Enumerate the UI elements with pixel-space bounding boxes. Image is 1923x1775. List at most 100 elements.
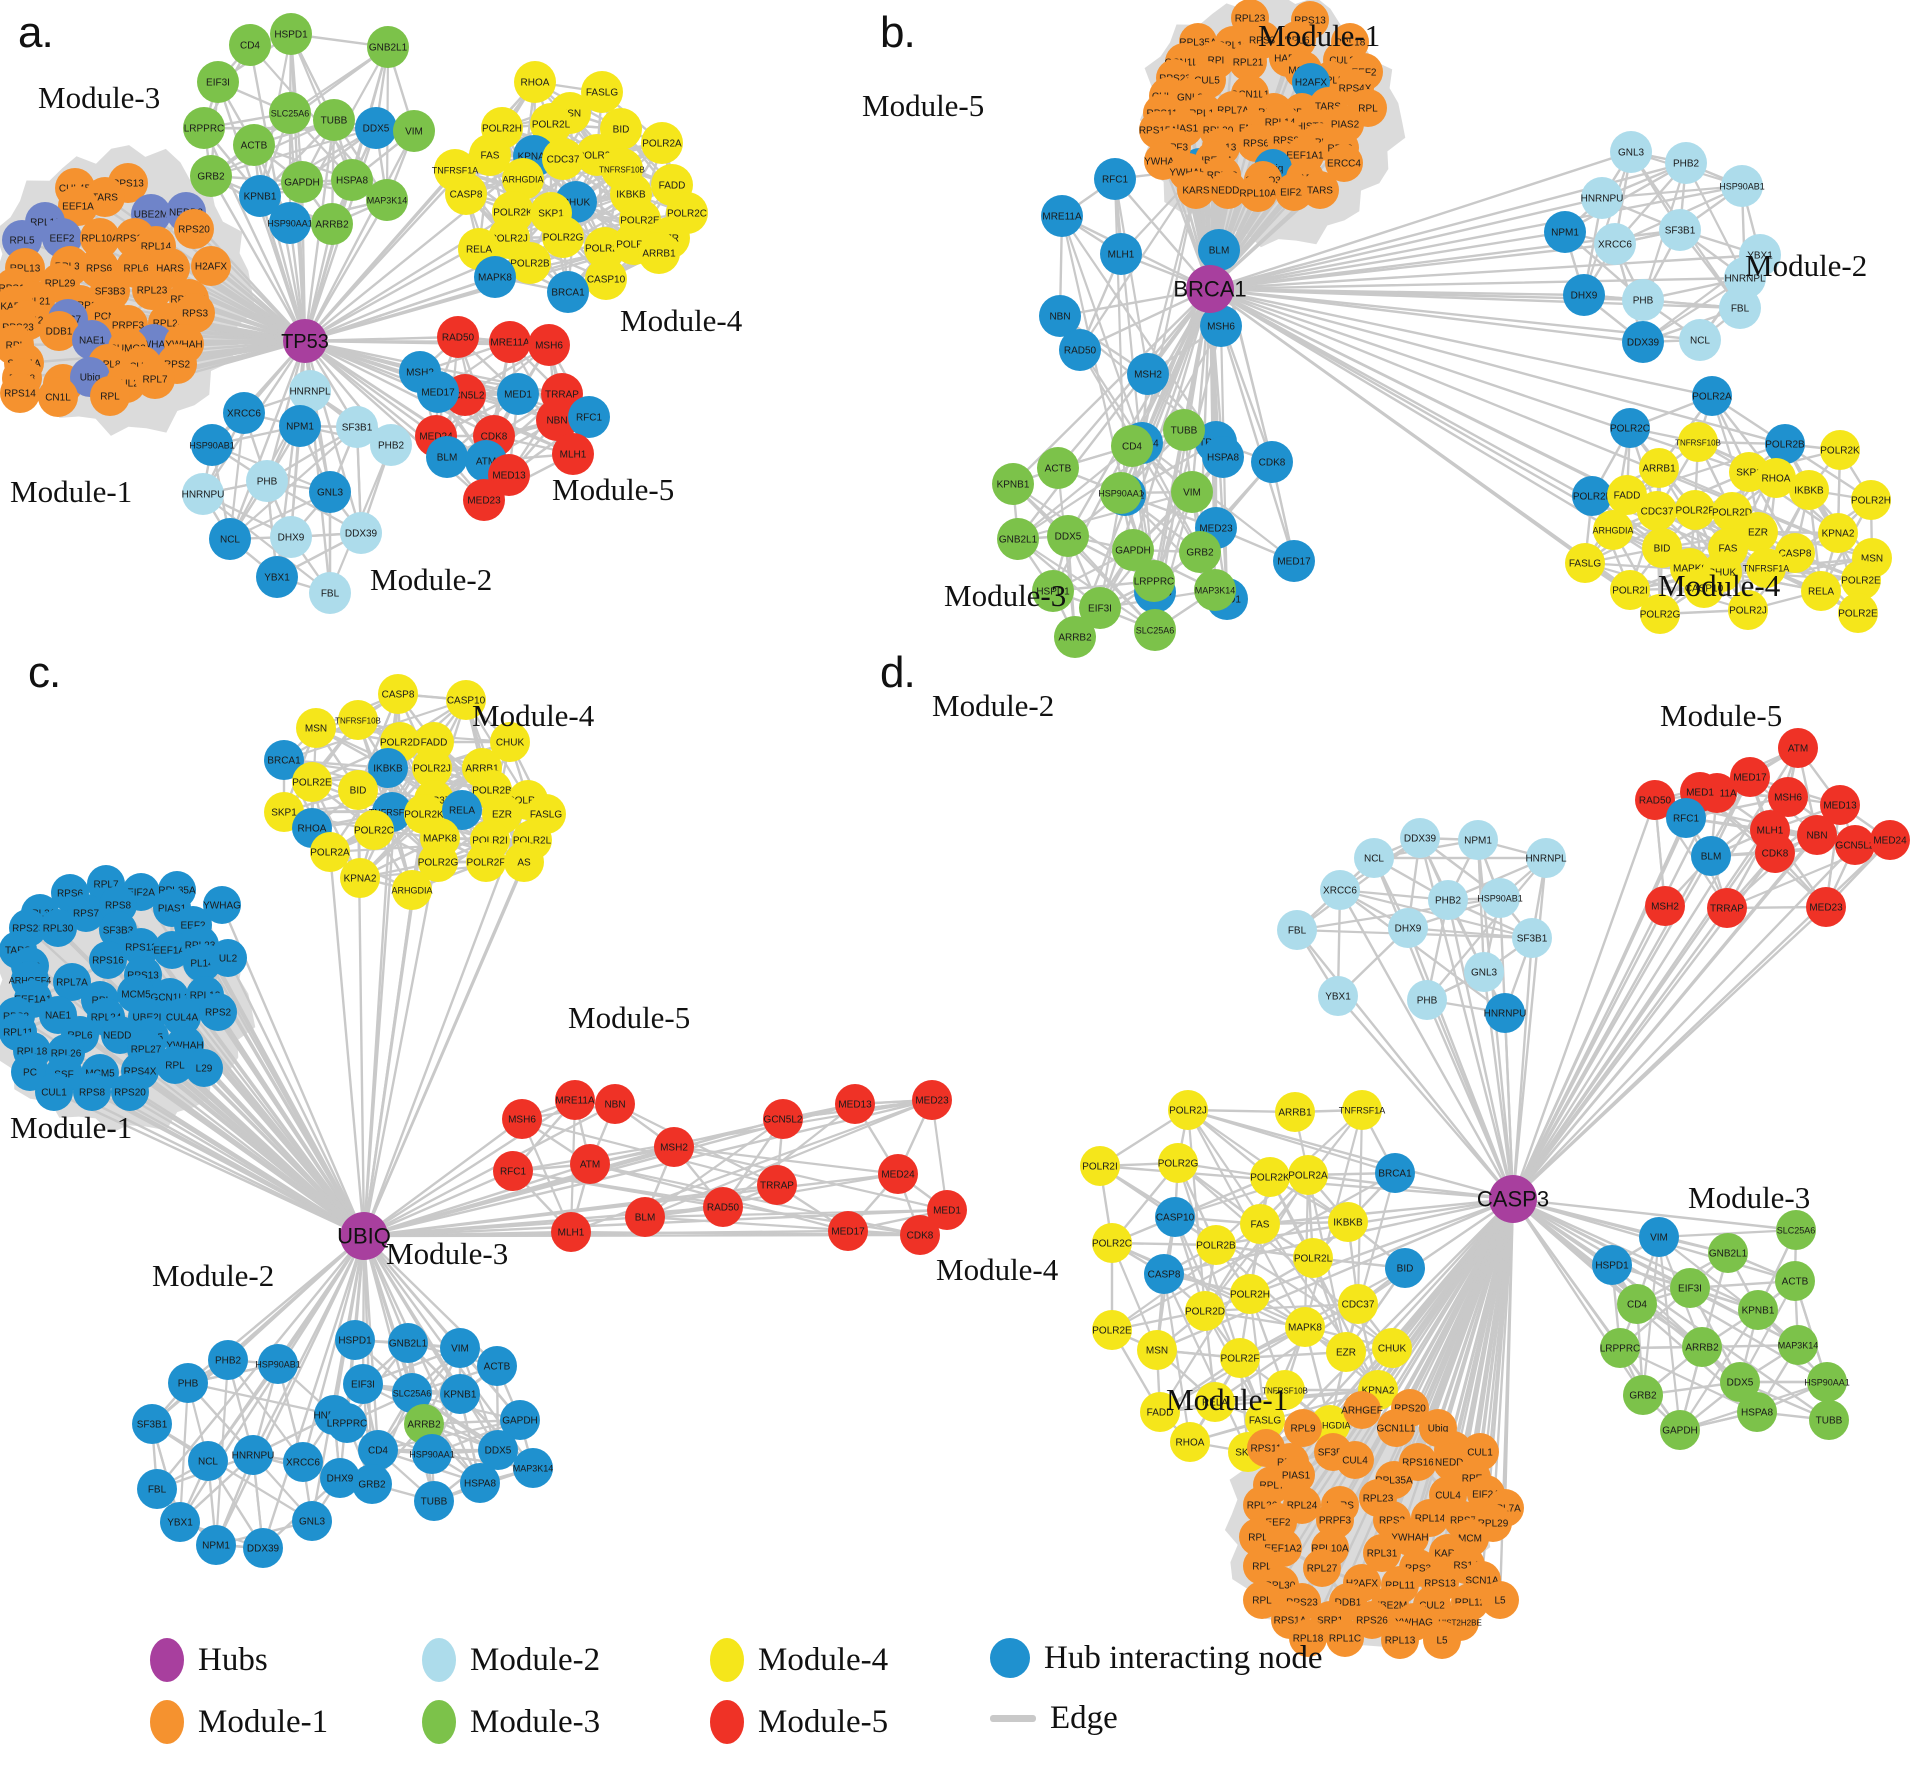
network-node[interactable]: NBN [1039, 295, 1081, 337]
network-node[interactable]: BRCA1 [1375, 1153, 1415, 1193]
network-node[interactable]: POLR2A [641, 122, 683, 164]
network-node[interactable]: RPL23 [132, 270, 172, 310]
network-node[interactable]: PHB [168, 1363, 208, 1403]
network-node[interactable]: SLC25A6 [269, 92, 311, 134]
network-node[interactable]: POLR2C [1610, 408, 1650, 448]
network-node[interactable]: MAP3K14 [1778, 1325, 1819, 1365]
network-node[interactable]: KPNB1 [992, 463, 1034, 505]
network-node[interactable]: CHUK [1372, 1328, 1412, 1368]
network-node[interactable]: GNB2L1 [997, 518, 1039, 560]
network-node[interactable]: SLC25A6 [1134, 609, 1176, 651]
network-node[interactable]: ACTB [477, 1346, 517, 1386]
network-node[interactable]: NCL [209, 518, 251, 560]
network-node[interactable]: POLR2B [1765, 424, 1805, 464]
network-node[interactable]: L5 [1481, 1581, 1519, 1619]
network-node[interactable]: FAS [469, 134, 511, 176]
network-node[interactable]: MED13 [835, 1084, 875, 1124]
network-node[interactable]: YBX1 [256, 556, 298, 598]
network-node[interactable]: LRPPRC [1133, 560, 1175, 602]
network-node[interactable]: XRCC6 [1594, 223, 1636, 265]
network-node[interactable]: FBL [1277, 910, 1317, 950]
network-node[interactable]: GRB2 [1179, 531, 1221, 573]
network-node[interactable]: NPM1 [1544, 211, 1586, 253]
network-node[interactable]: HSPD1 [270, 13, 312, 55]
network-node[interactable]: SF3B1 [132, 1404, 172, 1444]
network-node[interactable]: NCL [1354, 838, 1394, 878]
network-node[interactable]: POLR2D [1185, 1291, 1225, 1331]
network-node[interactable]: GNB2L1 [1708, 1233, 1748, 1273]
hub-node-brca1[interactable]: BRCA1 [1173, 265, 1247, 313]
network-node[interactable]: YBX1 [160, 1502, 200, 1542]
network-node[interactable]: GCN5L2 [1835, 825, 1875, 865]
network-node[interactable]: BLM [625, 1197, 665, 1237]
network-node[interactable]: H2AFX [191, 246, 231, 286]
network-node[interactable]: VIM [1171, 471, 1213, 513]
network-node[interactable]: MED17 [828, 1211, 868, 1251]
network-node[interactable]: HSPA8 [1737, 1392, 1777, 1432]
network-node[interactable]: ATM [570, 1144, 610, 1184]
network-node[interactable]: VIM [1639, 1217, 1679, 1257]
network-node[interactable]: POLR2L [1572, 476, 1612, 516]
network-node[interactable]: RAD50 [1059, 329, 1101, 371]
network-node[interactable]: TRRAP [757, 1165, 797, 1205]
network-node[interactable]: CUL4 [1336, 1441, 1374, 1479]
network-node[interactable]: NCL [1679, 319, 1721, 361]
network-node[interactable]: ARRB1 [638, 232, 680, 274]
network-node[interactable]: POLR2F [1220, 1338, 1260, 1378]
network-node[interactable]: GNB2L1 [367, 26, 409, 68]
network-node[interactable]: PHB2 [208, 1340, 248, 1380]
network-node[interactable]: SF3B1 [336, 406, 378, 448]
network-node[interactable]: CD4 [229, 24, 271, 66]
network-node[interactable]: MED17 [1273, 540, 1315, 582]
network-node[interactable]: CDC37 [1338, 1284, 1378, 1324]
network-node[interactable]: RFC1 [1094, 158, 1136, 200]
network-node[interactable]: NBN [1797, 815, 1837, 855]
network-node[interactable]: KPNB1 [1738, 1290, 1778, 1330]
network-node[interactable]: HSP90AA1 [267, 202, 313, 244]
network-node[interactable]: GRB2 [1623, 1375, 1663, 1415]
network-node[interactable]: NPM1 [196, 1525, 236, 1565]
network-node[interactable]: RELA [1801, 571, 1841, 611]
network-node[interactable]: YBX1 [1318, 976, 1358, 1016]
network-node[interactable]: DDX39 [1622, 321, 1664, 363]
network-node[interactable]: BRCA1 [547, 271, 589, 313]
network-node[interactable]: KPNB1 [239, 175, 281, 217]
network-node[interactable]: DHX9 [1388, 908, 1428, 948]
network-node[interactable]: POLR2B [509, 242, 551, 284]
network-node[interactable]: CD4 [1111, 425, 1153, 467]
network-node[interactable]: LRPPRC [1600, 1328, 1641, 1368]
network-node[interactable]: MLH1 [552, 433, 594, 475]
network-node[interactable]: MRE11A [555, 1080, 595, 1120]
network-node[interactable]: MSH6 [1200, 305, 1242, 347]
network-node[interactable]: MED24 [878, 1154, 918, 1194]
network-node[interactable]: LRPPRC [327, 1403, 368, 1443]
network-node[interactable]: MSN [296, 708, 336, 748]
network-node[interactable]: DDB1 [39, 311, 79, 351]
network-node[interactable]: MSH6 [528, 324, 570, 366]
network-node[interactable]: GAPDH [1660, 1410, 1700, 1450]
network-node[interactable]: MED24 [1870, 820, 1910, 860]
network-node[interactable]: GRB2 [190, 155, 232, 197]
network-node[interactable]: RPL21 [1229, 43, 1267, 81]
network-node[interactable]: RPL10A [1239, 174, 1277, 212]
network-node[interactable]: MLH1 [1100, 233, 1142, 275]
network-node[interactable]: RPL7 [135, 359, 175, 399]
network-node[interactable]: RPL10A [80, 218, 120, 258]
network-node[interactable]: DDX5 [355, 107, 397, 149]
network-node[interactable]: RPS16 [89, 941, 127, 979]
network-node[interactable]: ARRB2 [1054, 616, 1096, 658]
network-node[interactable]: BID [338, 770, 378, 810]
network-node[interactable]: KPNA2 [340, 858, 380, 898]
network-node[interactable]: CD4 [358, 1430, 398, 1470]
network-node[interactable]: GNL3 [292, 1501, 332, 1541]
network-node[interactable]: POLR2A [1692, 376, 1732, 416]
network-node[interactable]: POLR2C [354, 810, 394, 850]
network-node[interactable]: MRE11A [489, 321, 531, 363]
network-node[interactable]: PHB [1622, 279, 1664, 321]
network-node[interactable]: MED23 [912, 1080, 952, 1120]
network-node[interactable]: XRCC6 [283, 1442, 323, 1482]
network-node[interactable]: MAP3K14 [513, 1448, 554, 1488]
network-node[interactable]: RFC1 [493, 1151, 533, 1191]
network-node[interactable]: RAD50 [437, 316, 479, 358]
network-node[interactable]: MAPK8 [474, 256, 516, 298]
